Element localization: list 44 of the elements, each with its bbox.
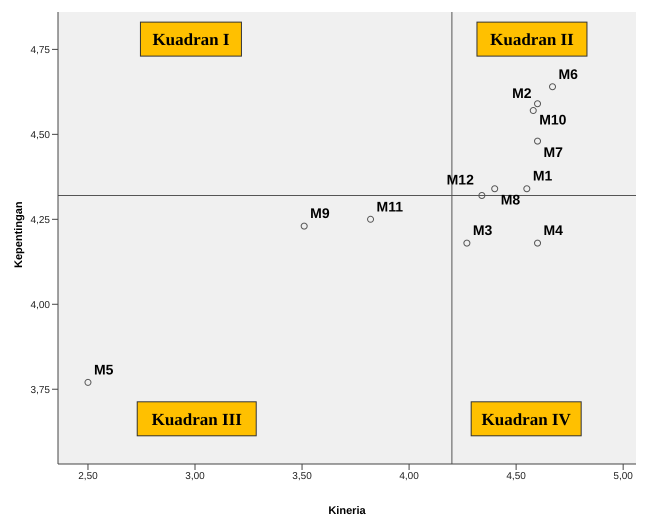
x-tick-label: 4,00 [399, 471, 420, 482]
series-label: M3 [472, 222, 493, 238]
point [463, 240, 470, 247]
x-tick-label: 5,00 [613, 471, 634, 482]
series-label: M2 [512, 84, 532, 101]
x-tick-label: 3,50 [292, 471, 312, 482]
point [523, 185, 530, 192]
series-label: M11 [376, 198, 404, 214]
point [478, 192, 486, 200]
y-tick-label: 3,75 [30, 384, 50, 396]
series-label: M7 [544, 144, 564, 160]
point [549, 83, 556, 90]
quadrant-label-box: Kuadran III [136, 401, 257, 436]
series-label: M8 [500, 192, 520, 208]
point [84, 378, 92, 386]
series-label: M5 [94, 361, 114, 378]
point [530, 107, 537, 114]
series-label: M10 [539, 112, 567, 128]
quadrant-label-box: Kuadran I [140, 22, 242, 57]
y-axis-title: Kepentingan [12, 201, 25, 268]
y-tick-label: 4,25 [30, 214, 50, 226]
y-tick-label: 4,75 [30, 44, 50, 56]
point [534, 100, 542, 108]
y-tick-label: 4,50 [30, 130, 50, 141]
point [534, 138, 542, 145]
point [367, 216, 374, 223]
x-tick-label: 4,50 [506, 471, 526, 482]
quadrant-label-box: Kuadran II [476, 22, 588, 57]
annotation: Kuadran II [490, 30, 574, 50]
series-label: M4 [544, 222, 564, 238]
point [491, 185, 498, 192]
x-tick-label: 3,00 [185, 471, 206, 482]
annotation: Kuadran IV [482, 410, 572, 429]
series-label: M1 [532, 168, 552, 184]
annotation: Kuadran I [152, 30, 230, 50]
point [534, 240, 542, 247]
y-tick-label: 4,00 [30, 300, 50, 311]
annotation: Kuadran III [152, 410, 242, 429]
point [300, 222, 308, 230]
series-label: M6 [558, 66, 578, 82]
series-label: M9 [310, 205, 330, 222]
x-tick-label: 2,50 [78, 471, 98, 482]
x-axis-title: Kineria [328, 505, 367, 517]
quadrant-label-box: Kuadran IV [470, 401, 582, 436]
